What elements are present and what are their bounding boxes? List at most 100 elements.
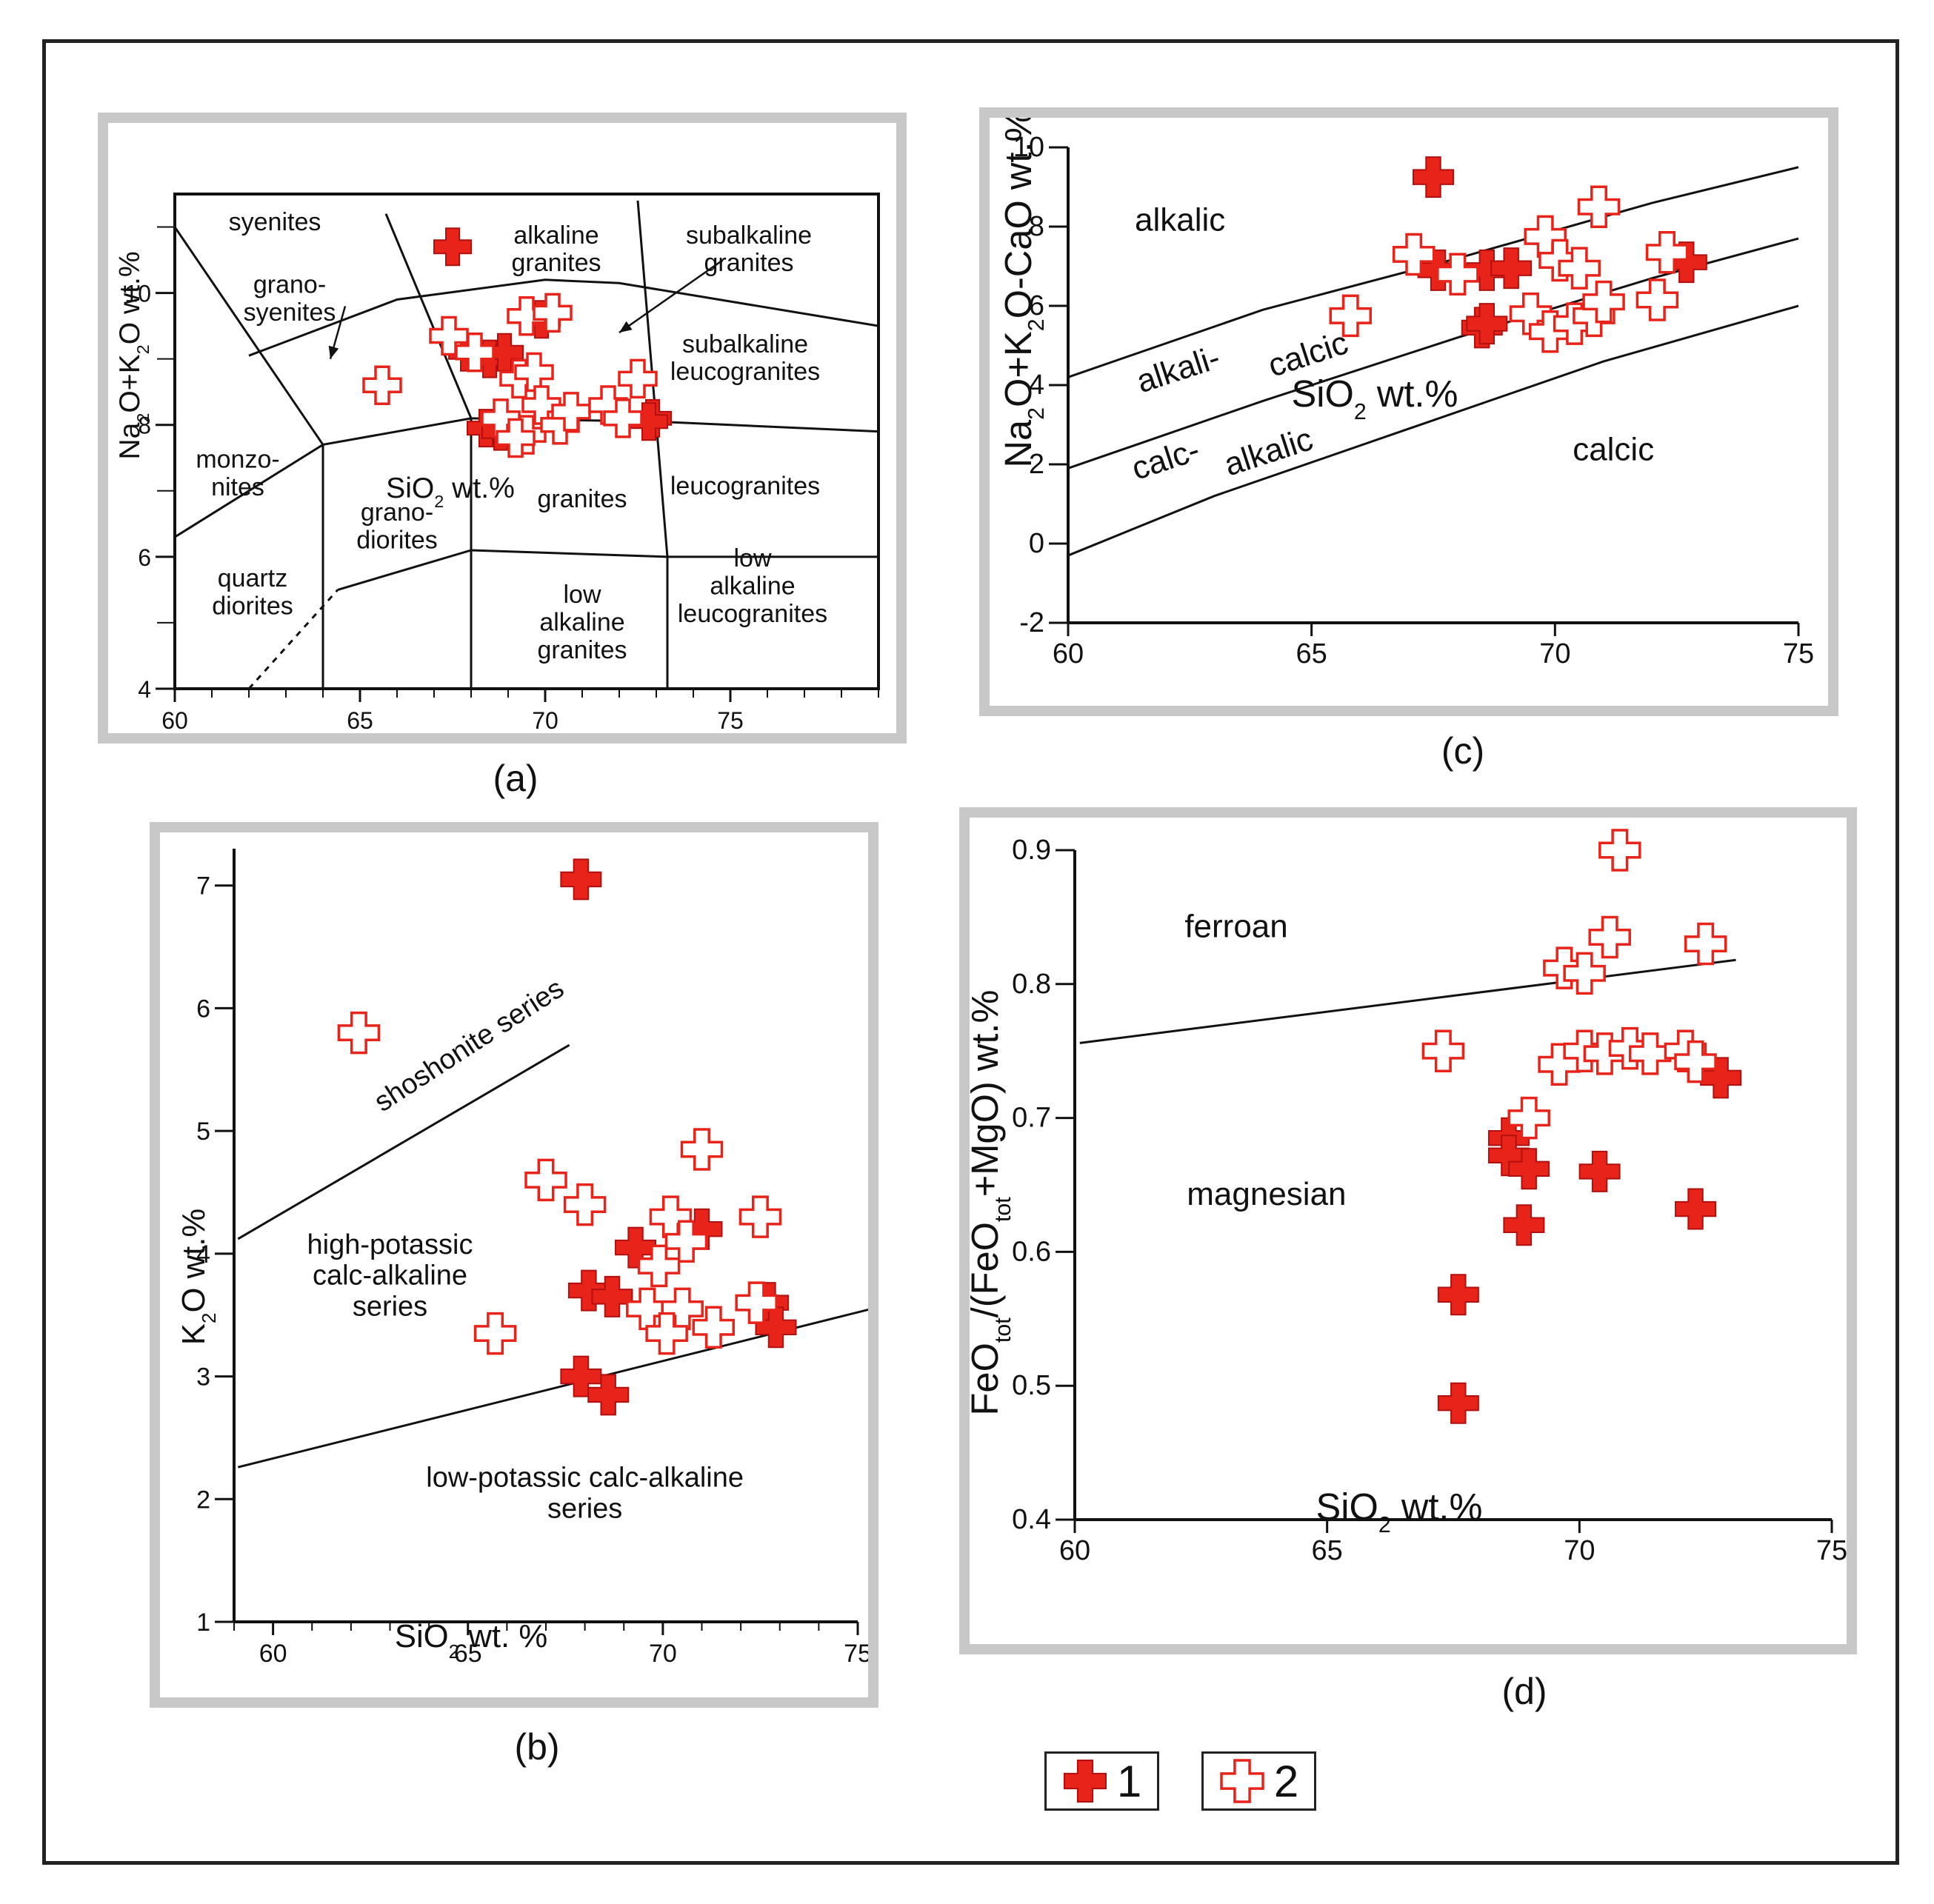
x-tick-label: 75	[1783, 638, 1814, 669]
data-point-open	[337, 1011, 381, 1055]
region-label: syenites	[229, 208, 321, 236]
data-point-open	[1421, 1029, 1465, 1072]
data-point-open	[1588, 915, 1631, 959]
data-point-open	[1684, 922, 1727, 966]
field-boundary	[248, 278, 879, 357]
region-label: quartz diorites	[212, 564, 293, 620]
field-boundary	[1067, 304, 1799, 557]
legend-item-1: 1	[1044, 1751, 1159, 1811]
region-label: magnesian	[1187, 1176, 1346, 1212]
arrow-head	[328, 345, 339, 359]
region-label: low-potassic calc-alkaline series	[426, 1463, 744, 1525]
y-tick-label: -2	[1019, 607, 1044, 638]
y-tick-label: 0.8	[1012, 969, 1051, 1000]
panel-b-frame: 60 65 70 75 1 2 3 4 5 6 7 high-potassic calc-alkalin…	[150, 822, 881, 1708]
x-tick-label: 60	[259, 1640, 287, 1668]
chart-c: 60 65 70 75 -2 0 2 4 6 8 10 alkalic calcic alkali-cal…	[997, 108, 1814, 669]
x-tick-label: 65	[454, 1640, 482, 1668]
data-point-open	[1329, 294, 1373, 338]
x-tick-label: 60	[1059, 1535, 1090, 1566]
panel-d-frame: 60 65 70 75 0.4 0.5 0.6 0.7 0.8 0.9 ferroan magnesi…	[959, 807, 1857, 1654]
x-tick-label: 65	[1296, 638, 1327, 669]
legend-label-2: 2	[1273, 1756, 1299, 1806]
y-tick-label: 2	[196, 1486, 210, 1514]
boundary-label: alkalic	[1220, 421, 1317, 483]
region-label: leucogranites	[670, 472, 820, 500]
field-boundary	[237, 1043, 570, 1240]
data-point-filled	[587, 1374, 630, 1416]
panel-a-frame: 60 65 70 75 4 6 8 10 syenites alkaline granites sub…	[98, 113, 907, 744]
annotation-arrow	[618, 259, 724, 334]
field-boundary	[636, 200, 669, 689]
data-point-open	[362, 365, 402, 406]
panel-c-frame: 60 65 70 75 -2 0 2 4 6 8 10 alkalic calcic alkali-cal…	[979, 107, 1838, 716]
data-point-open	[1628, 1032, 1672, 1075]
legend-marker-open	[1220, 1759, 1264, 1803]
data-point-open	[1674, 1040, 1717, 1083]
field-boundary	[337, 549, 878, 591]
y-axis-label: K2O wt.%	[176, 1209, 220, 1346]
arrow-head	[619, 321, 633, 333]
data-point-open	[637, 1244, 681, 1288]
data-point-open	[1558, 247, 1601, 290]
caption-a: (a)	[493, 758, 538, 799]
x-axis-label: SiO2 wt. %	[395, 1618, 547, 1663]
region-label: monzo-nites	[196, 446, 279, 501]
y-tick-label: 7	[196, 872, 210, 901]
region-label: grano-syenites	[244, 271, 336, 327]
region-label: low alkaline granites	[538, 581, 627, 664]
legend-label-1: 1	[1116, 1756, 1142, 1806]
x-tick-label: 65	[347, 707, 373, 733]
x-tick-label: 70	[532, 707, 558, 733]
data-point-open	[551, 392, 591, 432]
data-point-open	[735, 1281, 778, 1324]
region-label: subalkaline granites	[686, 221, 812, 277]
data-point-open	[1507, 1096, 1550, 1140]
data-point-open	[1598, 829, 1641, 872]
x-tick-label: 70	[1539, 638, 1570, 669]
chart-a: 60 65 70 75 4 6 8 10 syenites alkaline granites sub…	[114, 193, 880, 734]
y-tick-label: 0.5	[1012, 1370, 1051, 1401]
x-tick-label: 70	[1564, 1535, 1595, 1566]
data-point-open	[1436, 253, 1479, 295]
y-tick-label: 8	[138, 412, 151, 439]
data-point-open	[455, 333, 495, 373]
data-point-filled	[1503, 1204, 1545, 1246]
region-label: granites	[538, 485, 627, 513]
data-point-filled	[560, 858, 602, 901]
y-tick-label: 10	[124, 281, 151, 307]
y-tick-label: 3	[196, 1363, 210, 1392]
data-point-filled	[1578, 1150, 1621, 1192]
x-tick-label: 70	[649, 1640, 677, 1668]
region-label: low alkaline leucogranites	[678, 544, 827, 628]
y-tick-label: 4	[138, 676, 151, 703]
data-point-open	[692, 1306, 736, 1349]
data-point-open	[1635, 278, 1679, 321]
data-point-open	[1577, 185, 1621, 228]
x-tick-label: 75	[844, 1640, 868, 1668]
boundary-label: shoshonite series	[369, 973, 570, 1118]
x-axis-label: SiO2 wt.%	[1292, 373, 1458, 424]
data-point-open	[496, 418, 536, 458]
y-tick-label: 1	[196, 1609, 210, 1637]
y-tick-label: 4	[1029, 370, 1044, 401]
data-point-filled	[1466, 303, 1508, 345]
field-boundary	[1079, 958, 1736, 1044]
data-point-open	[524, 1158, 567, 1202]
data-point-filled	[567, 1269, 610, 1312]
data-point-filled	[1437, 1274, 1479, 1316]
y-axis-label: FeOtot/(FeOtot+MgO) wt.%	[970, 990, 1016, 1416]
data-point-open	[664, 1220, 708, 1263]
data-point-open	[1645, 231, 1689, 274]
y-tick-label: 5	[196, 1118, 210, 1146]
y-tick-label: 2	[1029, 449, 1044, 480]
plot-frame	[173, 193, 880, 690]
data-point-open	[473, 1312, 517, 1355]
y-tick-label: 0	[1029, 528, 1044, 559]
data-point-open	[1392, 233, 1436, 276]
data-point-open	[738, 1195, 782, 1238]
figure-frame	[42, 39, 1899, 1865]
caption-d: (d)	[1501, 1671, 1547, 1712]
y-tick-label: 4	[196, 1240, 210, 1269]
x-tick-label: 75	[717, 707, 744, 733]
